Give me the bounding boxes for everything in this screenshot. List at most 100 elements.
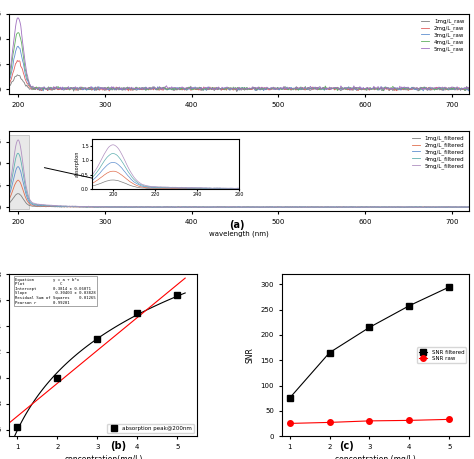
3mg/L_raw xyxy=(466,85,472,91)
3mg/L_filtered xyxy=(394,204,400,210)
4mg/L_raw xyxy=(320,86,326,92)
5mg/L_filtered xyxy=(87,204,93,210)
Legend: absorption peak@200nm: absorption peak@200nm xyxy=(107,424,194,433)
Text: Equation        y = a + b*x
Plot               C
Intercept       0.3814 ± 0.0607: Equation y = a + b*x Plot C Intercept 0.… xyxy=(15,278,96,305)
X-axis label: concentration(mg/L): concentration(mg/L) xyxy=(64,455,143,459)
4mg/L_filtered xyxy=(7,187,12,192)
Line: 2mg/L_raw: 2mg/L_raw xyxy=(9,61,469,91)
2mg/L_filtered xyxy=(15,177,21,183)
Line: 4mg/L_filtered: 4mg/L_filtered xyxy=(9,153,469,207)
4mg/L_filtered xyxy=(420,205,426,210)
1mg/L_raw xyxy=(7,83,12,89)
Line: 3mg/L_filtered: 3mg/L_filtered xyxy=(9,167,469,207)
2mg/L_filtered xyxy=(7,196,12,202)
Line: SNR filtered: SNR filtered xyxy=(287,284,452,401)
4mg/L_raw xyxy=(50,85,56,91)
1mg/L_filtered xyxy=(395,204,401,210)
5mg/L_raw xyxy=(120,85,126,90)
3mg/L_filtered xyxy=(7,191,12,196)
3mg/L_filtered xyxy=(320,204,326,210)
1mg/L_raw xyxy=(234,89,240,95)
1mg/L_raw xyxy=(321,86,327,92)
3mg/L_filtered xyxy=(87,204,93,210)
3mg/L_filtered xyxy=(120,204,126,210)
SNR raw xyxy=(327,420,332,425)
Line: 1mg/L_filtered: 1mg/L_filtered xyxy=(9,194,469,207)
1mg/L_raw xyxy=(50,86,56,92)
SNR raw xyxy=(366,418,372,424)
Bar xyxy=(9,135,28,209)
1mg/L_filtered xyxy=(466,204,472,210)
3mg/L_raw xyxy=(7,76,12,82)
5mg/L_filtered xyxy=(7,183,12,189)
absorption peak@200nm xyxy=(174,292,180,298)
SNR filtered xyxy=(327,350,332,355)
1mg/L_filtered xyxy=(402,204,408,210)
5mg/L_filtered xyxy=(466,204,472,210)
SNR raw xyxy=(447,417,452,422)
1mg/L_filtered xyxy=(7,200,12,206)
Line: 5mg/L_filtered: 5mg/L_filtered xyxy=(9,140,469,207)
5mg/L_raw xyxy=(7,71,12,76)
4mg/L_raw xyxy=(402,85,408,91)
1mg/L_raw xyxy=(87,87,93,92)
2mg/L_filtered xyxy=(321,204,327,210)
3mg/L_filtered xyxy=(466,204,472,210)
2mg/L_filtered xyxy=(120,204,126,210)
Legend: 1mg/L_raw, 2mg/L_raw, 3mg/L_raw, 4mg/L_raw, 5mg/L_raw: 1mg/L_raw, 2mg/L_raw, 3mg/L_raw, 4mg/L_r… xyxy=(419,17,466,54)
SNR filtered xyxy=(366,325,372,330)
5mg/L_filtered xyxy=(395,204,401,210)
4mg/L_filtered xyxy=(320,204,326,210)
3mg/L_raw xyxy=(15,44,21,49)
4mg/L_filtered xyxy=(120,204,126,210)
1mg/L_filtered xyxy=(50,204,56,209)
3mg/L_filtered xyxy=(15,164,21,169)
absorption peak@200nm xyxy=(55,375,60,381)
4mg/L_raw xyxy=(466,86,472,91)
3mg/L_raw xyxy=(394,85,400,90)
4mg/L_raw xyxy=(120,86,126,92)
4mg/L_filtered xyxy=(15,151,21,156)
5mg/L_raw xyxy=(466,86,472,91)
5mg/L_raw xyxy=(15,15,21,21)
3mg/L_filtered xyxy=(50,203,56,209)
absorption peak@200nm xyxy=(94,336,100,342)
4mg/L_raw xyxy=(7,73,12,78)
3mg/L_filtered xyxy=(424,205,429,210)
3mg/L_raw xyxy=(120,86,126,91)
2mg/L_filtered xyxy=(395,204,401,210)
1mg/L_raw xyxy=(466,86,472,91)
5mg/L_filtered xyxy=(120,204,126,210)
Line: 5mg/L_raw: 5mg/L_raw xyxy=(9,18,469,90)
absorption peak@200nm xyxy=(135,310,140,316)
5mg/L_raw xyxy=(320,85,326,90)
1mg/L_filtered xyxy=(87,204,93,210)
2mg/L_raw xyxy=(320,85,326,91)
2mg/L_filtered xyxy=(87,204,93,210)
2mg/L_raw xyxy=(401,85,407,90)
SNR filtered xyxy=(447,284,452,290)
4mg/L_filtered xyxy=(87,204,93,209)
Line: 1mg/L_raw: 1mg/L_raw xyxy=(9,75,469,92)
1mg/L_raw xyxy=(120,86,126,92)
Line: SNR raw: SNR raw xyxy=(287,417,452,426)
SNR raw xyxy=(407,418,412,423)
4mg/L_raw xyxy=(87,86,93,91)
1mg/L_filtered xyxy=(260,205,265,210)
2mg/L_raw xyxy=(466,88,472,94)
5mg/L_raw xyxy=(402,85,408,90)
Line: 2mg/L_filtered: 2mg/L_filtered xyxy=(9,180,469,207)
3mg/L_raw xyxy=(87,85,93,90)
5mg/L_filtered xyxy=(402,204,408,210)
5mg/L_filtered xyxy=(15,137,21,143)
4mg/L_filtered xyxy=(394,204,400,210)
Line: 3mg/L_raw: 3mg/L_raw xyxy=(9,46,469,91)
2mg/L_raw xyxy=(120,86,126,92)
3mg/L_raw xyxy=(465,88,471,94)
4mg/L_raw xyxy=(395,86,401,91)
4mg/L_filtered xyxy=(466,204,472,210)
SNR raw xyxy=(287,420,292,426)
2mg/L_filtered xyxy=(239,205,245,210)
X-axis label: wavelength (nm): wavelength (nm) xyxy=(210,230,269,237)
5mg/L_filtered xyxy=(50,203,56,208)
